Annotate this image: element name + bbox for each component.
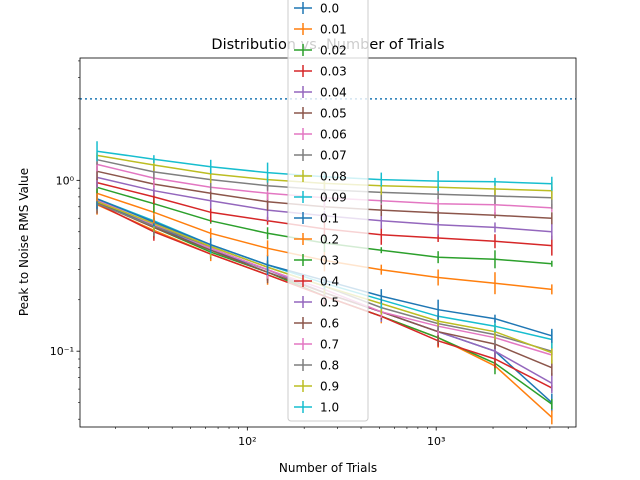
legend-item: 0.2: [294, 233, 339, 247]
legend-label: 0.06: [320, 128, 347, 142]
legend-label: 0.0: [320, 2, 339, 16]
legend-item: 0.09: [294, 191, 347, 205]
legend-label: 1.0: [320, 401, 339, 415]
legend-label: 0.1: [320, 212, 339, 226]
x-tick-label: 10³: [427, 435, 445, 448]
legend-label: 0.02: [320, 44, 347, 58]
axis-layer: 10² 10³ 10⁻¹ 10⁰: [50, 60, 569, 448]
legend-item: 0.0: [294, 2, 339, 16]
legend-item: 0.7: [294, 338, 339, 352]
legend-label: 0.07: [320, 149, 347, 163]
legend: 0.0 0.01 0.02 0.03 0.04 0.05 0.06 0.07 0.08 0.09 0…: [287, 0, 369, 422]
y-tick-label: 10⁻¹: [50, 345, 74, 358]
legend-label: 0.01: [320, 23, 347, 37]
legend-label: 0.7: [320, 338, 339, 352]
legend-item: 0.5: [294, 296, 339, 310]
legend-item: 0.04: [294, 86, 347, 100]
legend-item: 0.01: [294, 23, 347, 37]
legend-item: 0.8: [294, 359, 339, 373]
legend-label: 0.2: [320, 233, 339, 247]
legend-item: 0.03: [294, 65, 347, 79]
legend-label: 0.8: [320, 359, 339, 373]
x-tick-label: 10²: [238, 435, 256, 448]
legend-item: 0.06: [294, 128, 347, 142]
legend-item: 0.08: [294, 170, 347, 184]
y-axis-label: Peak to Noise RMS Value: [17, 168, 31, 316]
legend-item: 0.6: [294, 317, 339, 331]
legend-item: 0.1: [294, 212, 339, 226]
x-axis-label: Number of Trials: [279, 461, 377, 475]
legend-item: 0.9: [294, 380, 339, 394]
legend-item: 0.4: [294, 275, 339, 289]
y-tick-label: 10⁰: [56, 174, 75, 187]
legend-label: 0.4: [320, 275, 339, 289]
legend-label: 0.05: [320, 107, 347, 121]
legend-label: 0.08: [320, 170, 347, 184]
legend-item: 1.0: [294, 401, 339, 415]
legend-label: 0.04: [320, 86, 347, 100]
legend-item: 0.07: [294, 149, 347, 163]
legend-label: 0.9: [320, 380, 339, 394]
legend-frame: [287, 0, 369, 422]
legend-label: 0.03: [320, 65, 347, 79]
legend-label: 0.5: [320, 296, 339, 310]
legend-label: 0.6: [320, 317, 339, 331]
legend-label: 0.09: [320, 191, 347, 205]
legend-item: 0.05: [294, 107, 347, 121]
legend-item: 0.3: [294, 254, 339, 268]
legend-item: 0.02: [294, 44, 347, 58]
legend-label: 0.3: [320, 254, 339, 268]
